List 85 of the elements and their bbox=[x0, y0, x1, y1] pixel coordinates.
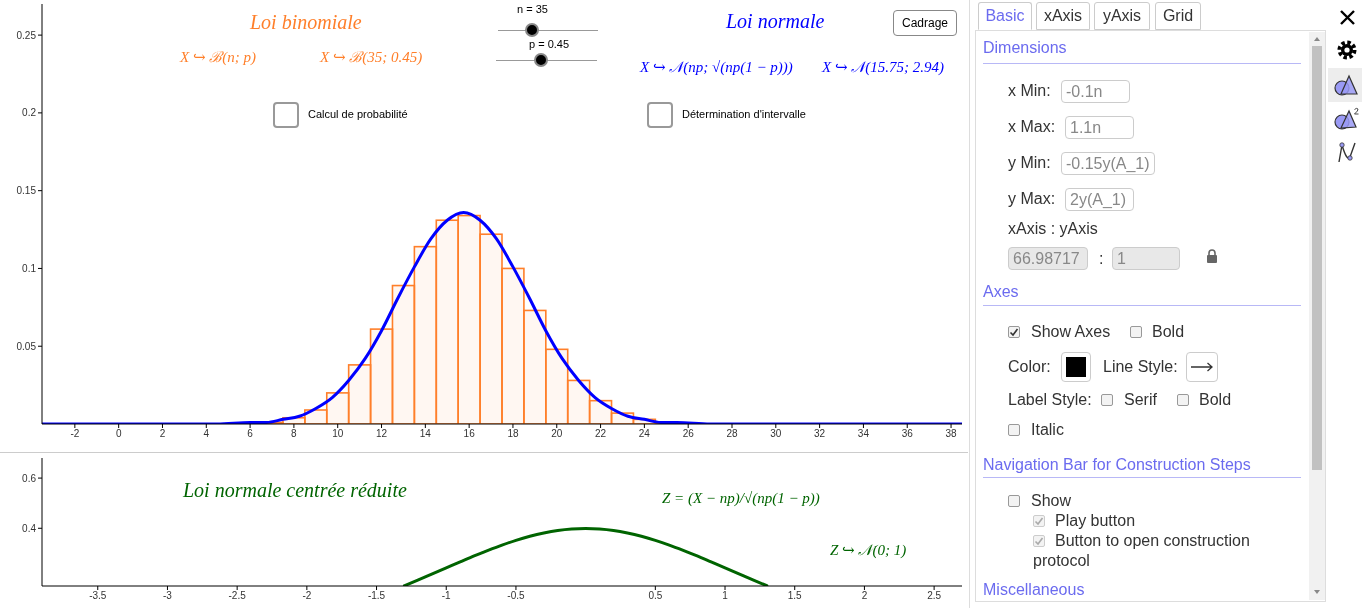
x-tick-label: 8 bbox=[291, 428, 298, 440]
y-tick-label: 0.2 bbox=[22, 107, 37, 119]
text: : bbox=[1099, 249, 1104, 269]
tab: yAxis bbox=[1094, 2, 1150, 30]
text: Miscellaneous bbox=[983, 580, 1085, 600]
x-tick-label: 2 bbox=[159, 428, 166, 440]
y-tick-label: 0.05 bbox=[16, 340, 37, 352]
x-tick-label: 1.5 bbox=[787, 590, 803, 602]
x-tick-label: 0 bbox=[115, 428, 122, 440]
x-tick-label: 26 bbox=[682, 428, 695, 440]
text: xAxis : yAxis bbox=[1008, 219, 1098, 239]
x-tick-label: 12 bbox=[375, 428, 388, 440]
x-tick-label: 10 bbox=[332, 428, 344, 440]
tab: xAxis bbox=[1036, 2, 1090, 30]
x-tick-label: 16 bbox=[463, 428, 476, 440]
x-tick-label: -2.5 bbox=[228, 590, 247, 602]
x-tick-label: 30 bbox=[770, 428, 782, 440]
text: Axes bbox=[983, 282, 1019, 302]
tab: Grid bbox=[1155, 2, 1201, 30]
text: Line Style: bbox=[1103, 357, 1178, 377]
text: Color: bbox=[1008, 357, 1051, 377]
x-tick-label: -2 bbox=[70, 428, 80, 440]
x-tick-label: 6 bbox=[247, 428, 254, 440]
button: Cadrage bbox=[893, 10, 958, 36]
annotation: X ↪ ℬ(n; p) bbox=[180, 48, 256, 67]
text: Dimensions bbox=[983, 38, 1067, 58]
tab: Basic bbox=[978, 2, 1032, 30]
text: Play button bbox=[1055, 511, 1136, 531]
x-tick-label: -2 bbox=[302, 590, 312, 602]
text: x Max: bbox=[1008, 117, 1056, 137]
text: y Min: bbox=[1008, 153, 1051, 173]
text: Loi binomiale bbox=[250, 10, 362, 34]
annotation: n = 35 bbox=[517, 3, 548, 16]
text: x Min: bbox=[1008, 81, 1051, 101]
annotation: Détermination d'intervalle bbox=[682, 108, 806, 121]
text-field: 2y(A_1) bbox=[1065, 188, 1134, 211]
x-tick-label: -3.5 bbox=[89, 590, 107, 602]
text: Bold bbox=[1152, 322, 1185, 342]
text-field: 1 bbox=[1112, 247, 1180, 270]
y-tick-label: 0.6 bbox=[22, 472, 37, 484]
x-tick-label: 34 bbox=[857, 428, 870, 440]
y-tick-label: 0.25 bbox=[16, 29, 37, 41]
x-tick-label: -3 bbox=[163, 590, 173, 602]
annotation: Z = (X − np)/√(np(1 − p)) bbox=[662, 489, 820, 508]
x-tick-label: 4 bbox=[203, 428, 210, 440]
x-tick-label: 22 bbox=[595, 428, 607, 440]
x-tick-label: 28 bbox=[726, 428, 738, 440]
text: Bold bbox=[1199, 390, 1232, 410]
text-field: 1.1n bbox=[1065, 116, 1134, 139]
x-tick-label: 2.5 bbox=[927, 590, 942, 602]
y-tick-label: 0.15 bbox=[16, 185, 37, 197]
text: Show Axes bbox=[1031, 322, 1111, 342]
text: y Max: bbox=[1008, 189, 1056, 209]
annotation: p = 0.45 bbox=[529, 38, 570, 51]
annotation: X ↪ 𝒩(15.75; 2.94) bbox=[822, 58, 944, 77]
text: Show bbox=[1031, 491, 1072, 511]
x-tick-label: 20 bbox=[551, 428, 563, 440]
text: Loi normale centrée réduite bbox=[183, 478, 407, 502]
text-field: 66.98717 bbox=[1008, 247, 1088, 270]
text: Navigation Bar for Construction Steps bbox=[983, 455, 1251, 475]
y-tick-label: 0.4 bbox=[22, 522, 37, 534]
text: Label Style: bbox=[1008, 390, 1092, 410]
x-tick-label: 2 bbox=[861, 590, 868, 602]
y-tick-label: 0.1 bbox=[22, 262, 37, 274]
x-tick-label: 1 bbox=[722, 590, 729, 602]
text: Italic bbox=[1031, 420, 1064, 440]
annotation: Calcul de probabilité bbox=[308, 108, 408, 121]
text: Loi normale bbox=[726, 9, 825, 33]
text-field: -0.15y(A_1) bbox=[1061, 152, 1155, 175]
x-tick-label: 14 bbox=[419, 428, 432, 440]
x-tick-label: 36 bbox=[901, 428, 914, 440]
x-tick-label: 0.5 bbox=[648, 590, 663, 602]
x-tick-label: 18 bbox=[507, 428, 519, 440]
annotation: X ↪ 𝒩(np; √(np(1 − p))) bbox=[640, 58, 793, 77]
text-field: -0.1n bbox=[1061, 80, 1130, 103]
x-tick-label: 24 bbox=[638, 428, 651, 440]
x-tick-label: -1 bbox=[441, 590, 452, 602]
x-tick-label: -1.5 bbox=[367, 590, 386, 602]
x-tick-label: 38 bbox=[945, 428, 958, 440]
text: Serif bbox=[1124, 390, 1157, 410]
x-tick-label: -0.5 bbox=[507, 590, 525, 602]
text: Button to open construction protocol bbox=[1033, 531, 1251, 571]
x-tick-label: 32 bbox=[814, 428, 826, 440]
annotation: Z ↪ 𝒩(0; 1) bbox=[830, 541, 907, 560]
annotation: X ↪ ℬ(35; 0.45) bbox=[320, 48, 423, 67]
